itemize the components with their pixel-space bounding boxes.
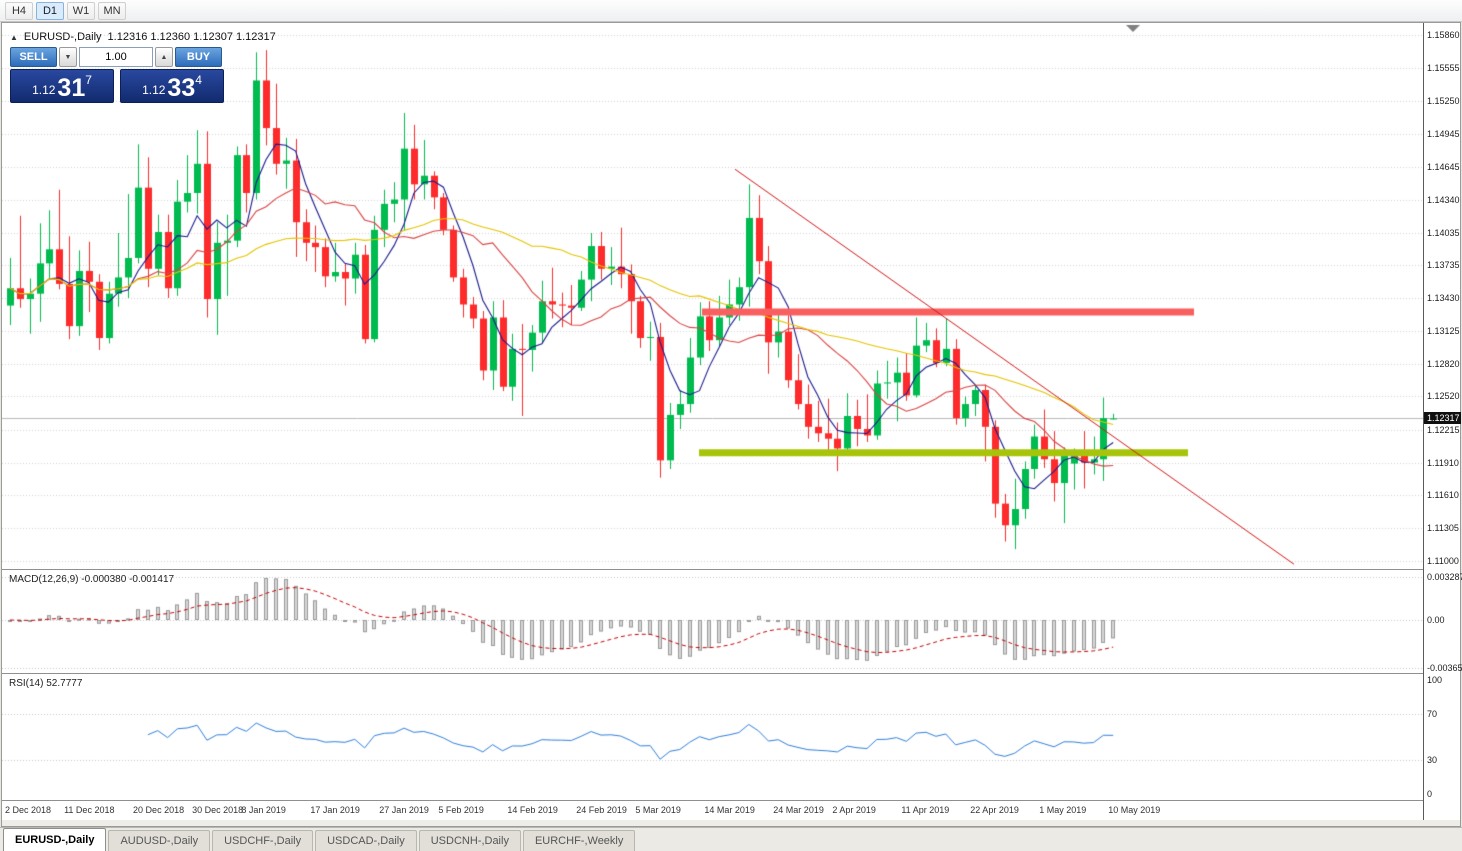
volume-increase-button[interactable]: ▲ bbox=[155, 47, 173, 67]
rsi-canvas[interactable] bbox=[2, 674, 1423, 800]
tab-usdcnh-daily[interactable]: USDCNH-,Daily bbox=[418, 830, 521, 851]
timeframe-mn-button[interactable]: MN bbox=[98, 1, 126, 20]
price-chart-canvas[interactable] bbox=[2, 23, 1423, 569]
date-axis-label: 2 Apr 2019 bbox=[832, 805, 876, 815]
price-axis[interactable]: 1.12317 1.15860 1.15555 1.15250 1.14945 1.14… bbox=[1423, 23, 1462, 820]
date-axis-label: 5 Feb 2019 bbox=[438, 805, 484, 815]
ask-price-pip-digit: 4 bbox=[195, 73, 202, 87]
buy-button[interactable]: BUY bbox=[175, 47, 222, 67]
price-axis-label: 1.15555 bbox=[1427, 63, 1460, 73]
date-axis-label: 24 Mar 2019 bbox=[773, 805, 824, 815]
panel-divider[interactable] bbox=[2, 569, 1460, 570]
volume-decrease-button[interactable]: ▼ bbox=[59, 47, 77, 67]
date-axis-label: 20 Dec 2018 bbox=[133, 805, 185, 815]
date-axis-label: 5 Mar 2019 bbox=[635, 805, 681, 815]
price-axis-label: 1.13430 bbox=[1427, 293, 1460, 303]
date-axis-label: 8 Jan 2019 bbox=[241, 805, 286, 815]
tab-usdchf-daily[interactable]: USDCHF-,Daily bbox=[212, 830, 314, 851]
current-price-badge: 1.12317 bbox=[1424, 412, 1461, 425]
timeframe-h4-button[interactable]: H4 bbox=[5, 1, 33, 20]
date-axis-label: 10 May 2019 bbox=[1108, 805, 1161, 815]
price-axis-label: 1.11610 bbox=[1427, 489, 1459, 500]
volume-input[interactable] bbox=[79, 47, 153, 67]
date-axis-label: 1 May 2019 bbox=[1039, 805, 1087, 815]
price-axis-label: 1.13125 bbox=[1427, 326, 1460, 336]
date-axis[interactable]: 2 Dec 2018 11 Dec 2018 20 Dec 2018 30 Dec 2… bbox=[2, 801, 1423, 820]
bid-price-prefix: 1.12 bbox=[32, 83, 56, 97]
price-axis-label: 1.12520 bbox=[1427, 391, 1460, 402]
timeframe-d1-button[interactable]: D1 bbox=[36, 1, 64, 20]
price-axis-label: 1.14645 bbox=[1427, 161, 1460, 172]
macd-axis-label: -0.003655 bbox=[1427, 662, 1462, 673]
timeframe-w1-button[interactable]: W1 bbox=[67, 1, 95, 20]
chart-window: ▲ EURUSD-,Daily 1.12316 1.12360 1.12307 … bbox=[1, 22, 1462, 827]
date-axis-label: 14 Mar 2019 bbox=[704, 805, 755, 815]
panel-divider[interactable] bbox=[2, 673, 1460, 674]
date-axis-label: 14 Feb 2019 bbox=[507, 805, 558, 815]
chart-tab-bar: EURUSD-,Daily AUDUSD-,Daily USDCHF-,Dail… bbox=[0, 827, 1462, 851]
price-axis-label: 1.12215 bbox=[1427, 424, 1460, 435]
window-bottom-strip bbox=[2, 820, 1460, 826]
macd-axis-label: 0.00 bbox=[1427, 615, 1445, 625]
date-axis-label: 17 Jan 2019 bbox=[310, 805, 360, 815]
price-axis-label: 1.11305 bbox=[1427, 522, 1459, 533]
tab-eurchf-weekly[interactable]: EURCHF-,Weekly bbox=[522, 830, 636, 851]
price-axis-label: 1.13735 bbox=[1427, 259, 1460, 270]
date-axis-label: 24 Feb 2019 bbox=[576, 805, 627, 815]
macd-canvas[interactable] bbox=[2, 570, 1423, 673]
price-axis-label: 1.14035 bbox=[1427, 227, 1460, 238]
chart-ohlc-readout: 1.12316 1.12360 1.12307 1.12317 bbox=[107, 31, 276, 43]
rsi-axis-label: 70 bbox=[1427, 709, 1438, 720]
one-click-collapse-icon[interactable]: ▲ bbox=[10, 32, 18, 42]
macd-indicator-label: MACD(12,26,9) -0.000380 -0.001417 bbox=[9, 574, 175, 585]
date-axis-label: 30 Dec 2018 bbox=[192, 805, 244, 815]
sell-button[interactable]: SELL bbox=[10, 47, 57, 67]
date-axis-label: 22 Apr 2019 bbox=[970, 805, 1019, 815]
rsi-axis-label: 100 bbox=[1427, 675, 1443, 685]
tab-usdcad-daily[interactable]: USDCAD-,Daily bbox=[315, 830, 417, 851]
price-axis-label: 1.14945 bbox=[1427, 129, 1460, 140]
date-axis-label: 27 Jan 2019 bbox=[379, 805, 429, 815]
ask-price-display[interactable]: 1.12 33 4 bbox=[120, 69, 224, 103]
rsi-axis-label: 30 bbox=[1427, 754, 1438, 765]
panel-divider bbox=[2, 800, 1460, 801]
price-axis-label: 1.12820 bbox=[1427, 359, 1460, 370]
price-axis-label: 1.15860 bbox=[1427, 30, 1460, 40]
ask-price-big-digits: 33 bbox=[167, 73, 196, 102]
price-axis-label: 1.15250 bbox=[1427, 96, 1460, 107]
bid-price-pip-digit: 7 bbox=[85, 73, 92, 87]
chart-title: ▲ EURUSD-,Daily 1.12316 1.12360 1.12307 … bbox=[10, 31, 276, 43]
macd-axis-label: 0.003287 bbox=[1427, 572, 1462, 583]
date-axis-label: 11 Apr 2019 bbox=[901, 805, 950, 815]
rsi-indicator-label: RSI(14) 52.7777 bbox=[9, 678, 83, 689]
price-axis-label: 1.11910 bbox=[1427, 457, 1459, 468]
tab-eurusd-daily[interactable]: EURUSD-,Daily bbox=[3, 828, 107, 851]
date-axis-label: 11 Dec 2018 bbox=[64, 805, 115, 815]
ask-price-prefix: 1.12 bbox=[142, 83, 166, 97]
bid-price-display[interactable]: 1.12 31 7 bbox=[10, 69, 114, 103]
timeframe-toolbar: H4 D1 W1 MN bbox=[0, 0, 1462, 22]
price-axis-label: 1.14340 bbox=[1427, 194, 1460, 205]
tab-audusd-daily[interactable]: AUDUSD-,Daily bbox=[108, 830, 211, 851]
bid-price-big-digits: 31 bbox=[57, 73, 86, 102]
chart-symbol-label: EURUSD-,Daily bbox=[23, 31, 102, 43]
rsi-axis-label: 0 bbox=[1427, 789, 1433, 799]
date-axis-label: 2 Dec 2018 bbox=[5, 805, 52, 815]
price-axis-label: 1.11000 bbox=[1427, 556, 1459, 566]
